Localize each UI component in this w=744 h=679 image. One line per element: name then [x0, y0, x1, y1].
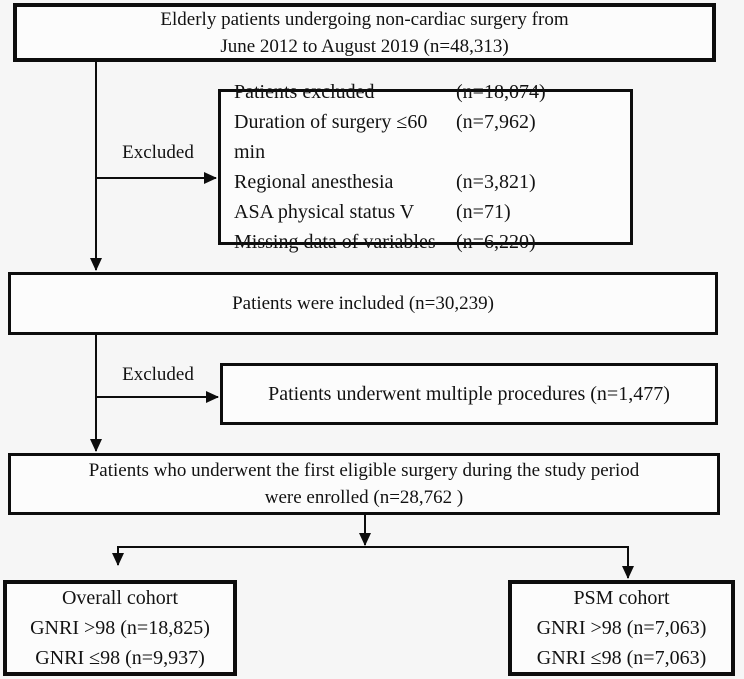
exclusion-count: (n=6,220) [456, 231, 536, 253]
excluded-arrow-label-2: Excluded [122, 364, 194, 385]
excluded-arrow-label-1: Excluded [122, 142, 194, 163]
initial-population-line-2: June 2012 to August 2019 (n=48,313) [220, 35, 509, 57]
box-initial-population: Elderly patients undergoing non-cardiac … [13, 3, 716, 62]
exclusion-count: (n=3,821) [456, 171, 536, 193]
exclusion-label: Duration of surgery ≤60 min [234, 111, 428, 163]
box-patients-included: Patients were included (n=30,239) [8, 272, 718, 335]
exclusion-count: (n=71) [456, 201, 511, 223]
exclusion-label: ASA physical status V [234, 201, 415, 223]
exclusion-count: (n=7,962) [456, 111, 536, 133]
psm-cohort-gnri-high: GNRI >98 (n=7,063) [536, 617, 707, 639]
psm-cohort-title: PSM cohort [573, 587, 670, 609]
exclusion-row: Duration of surgery ≤60 min (n=7,962) [221, 107, 630, 167]
enrolled-line-1: Patients who underwent the first eligibl… [88, 460, 640, 481]
overall-cohort-gnri-low: GNRI ≤98 (n=9,937) [35, 647, 205, 669]
exclusion-row: Regional anesthesia (n=3,821) [221, 167, 630, 197]
box-enrolled: Patients who underwent the first eligibl… [8, 453, 720, 515]
box-multiple-procedures: Patients underwent multiple procedures (… [220, 363, 718, 425]
exclusion-label: Patients excluded [234, 81, 375, 103]
box-exclusion-criteria: Patients excluded (n=18,074) Duration of… [218, 81, 633, 253]
patients-included-text: Patients were included (n=30,239) [232, 293, 494, 314]
initial-population-line-1: Elderly patients undergoing non-cardiac … [160, 8, 569, 30]
overall-cohort-gnri-high: GNRI >98 (n=18,825) [30, 617, 210, 639]
exclusion-count: (n=18,074) [456, 81, 546, 103]
enrolled-line-2: were enrolled (n=28,762 ) [264, 487, 464, 508]
exclusion-row: Patients excluded (n=18,074) [221, 77, 630, 107]
exclusion-row: ASA physical status V (n=71) [221, 197, 630, 227]
box-overall-cohort: Overall cohort GNRI >98 (n=18,825) GNRI … [3, 580, 237, 676]
exclusion-label: Regional anesthesia [234, 171, 394, 193]
psm-cohort-gnri-low: GNRI ≤98 (n=7,063) [536, 647, 707, 669]
box-psm-cohort: PSM cohort GNRI >98 (n=7,063) GNRI ≤98 (… [508, 580, 735, 676]
multiple-procedures-text: Patients underwent multiple procedures (… [268, 382, 670, 405]
exclusion-label: Missing data of variables [234, 231, 436, 253]
overall-cohort-title: Overall cohort [61, 587, 179, 609]
exclusion-row: Missing data of variables (n=6,220) [221, 227, 630, 257]
